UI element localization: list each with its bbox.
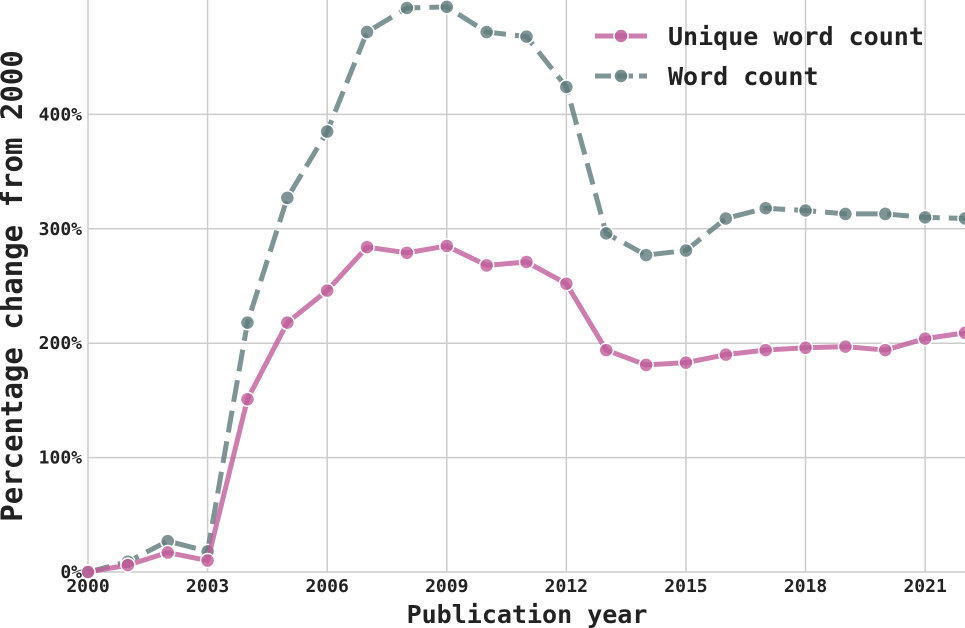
tick-labels: 0% 100% 200% 300% 400% 2000 2003 2006 2009 2012 20… — [39, 104, 947, 597]
data-point — [877, 342, 894, 358]
data-point — [917, 330, 933, 347]
data-point — [757, 200, 774, 216]
y-tick-label: 400% — [39, 104, 83, 125]
data-point — [837, 206, 854, 222]
x-tick-label: 2015 — [664, 576, 707, 597]
x-tick-label: 2021 — [903, 576, 946, 597]
data-point — [319, 123, 335, 140]
data-point — [359, 24, 375, 40]
legend-marker — [613, 68, 629, 84]
data-point — [877, 206, 894, 222]
data-point — [239, 314, 256, 331]
x-axis-title: Publication year — [407, 600, 648, 628]
data-point — [917, 209, 933, 226]
legend-label: Word count — [668, 62, 819, 91]
data-point — [837, 338, 854, 355]
legend-label: Unique word count — [668, 22, 924, 51]
data-point — [558, 79, 575, 95]
series-line — [87, 243, 965, 575]
legend-item: Unique word count — [595, 22, 924, 51]
data-point — [199, 552, 216, 569]
y-tick-label: 300% — [39, 219, 83, 240]
data-point — [399, 245, 415, 261]
x-tick-label: 2003 — [186, 576, 229, 597]
data-point — [518, 254, 535, 270]
data-point — [279, 314, 296, 331]
data-point — [638, 247, 654, 263]
data-point — [439, 238, 455, 254]
data-point — [478, 24, 495, 40]
data-point — [239, 391, 256, 408]
data-point — [598, 225, 614, 242]
data-point — [319, 282, 335, 299]
data-point — [797, 202, 814, 219]
data-point — [558, 275, 575, 292]
legend: Unique word count Word count — [595, 22, 924, 91]
data-point — [159, 544, 176, 561]
data-point — [359, 239, 375, 255]
data-point — [757, 342, 774, 358]
data-point — [638, 357, 654, 373]
legend-marker — [613, 28, 629, 44]
x-tick-label: 2006 — [306, 576, 349, 597]
series-0 — [80, 238, 965, 580]
x-tick-label: 2000 — [66, 576, 109, 597]
data-point — [797, 340, 814, 356]
data-point — [518, 28, 535, 45]
series-1 — [80, 0, 965, 580]
x-tick-label: 2018 — [784, 576, 827, 597]
data-point — [279, 190, 296, 206]
data-point — [399, 0, 415, 16]
data-point — [439, 0, 455, 15]
series-layer — [80, 0, 965, 580]
data-point — [478, 257, 495, 274]
legend-item: Word count — [595, 62, 819, 91]
y-tick-label: 100% — [39, 448, 83, 469]
data-point — [718, 346, 734, 363]
data-point — [120, 557, 136, 573]
data-point — [80, 564, 96, 580]
data-point — [598, 342, 614, 358]
data-point — [957, 325, 965, 341]
y-axis-title: Percentage change from 2000 — [0, 50, 29, 521]
series-line — [87, 4, 965, 575]
y-tick-label: 0% — [60, 562, 82, 583]
data-point — [718, 210, 734, 227]
data-point — [678, 354, 694, 371]
x-tick-label: 2012 — [545, 576, 588, 597]
data-point — [957, 210, 965, 227]
data-point — [678, 242, 694, 259]
y-tick-label: 200% — [39, 333, 83, 354]
x-tick-label: 2009 — [425, 576, 468, 597]
